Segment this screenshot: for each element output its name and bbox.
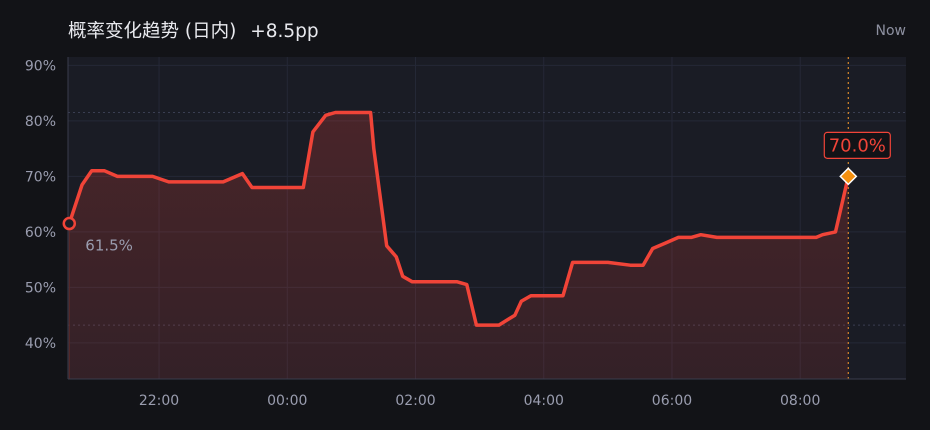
x-tick-label: 02:00 [395, 393, 435, 409]
series-line [67, 110, 851, 327]
y-tick-label: 80% [25, 114, 56, 130]
start-marker [62, 216, 77, 231]
series-line-group [67, 110, 851, 327]
y-tick-label: 70% [25, 169, 56, 185]
x-tick-label: 00:00 [267, 393, 307, 409]
x-tick-label: 22:00 [139, 393, 179, 409]
end-value-box [823, 131, 891, 159]
chart-title: 概率变化趋势 (日内) [68, 21, 237, 42]
area-fill [69, 112, 849, 379]
y-tick-label: 50% [25, 280, 56, 296]
end-value-label: 70.0% [829, 135, 886, 156]
x-tick-label: 04:00 [524, 393, 564, 409]
axes: 40% 50% 60% 70% 80% 90% 22:00 00:00 02:00 04:00 06… [25, 57, 906, 409]
start-value-label: 61.5% [85, 237, 133, 255]
x-tick-label: 08:00 [780, 393, 820, 409]
now-label: Now [875, 23, 907, 39]
x-tick-label: 06:00 [652, 393, 692, 409]
y-tick-label: 90% [25, 58, 56, 74]
markers: 61.5% 70.0% [62, 131, 891, 255]
end-marker [839, 167, 858, 186]
change-value: +8.5pp [250, 21, 319, 42]
y-tick-label: 60% [25, 225, 56, 241]
area-fill-group [68, 112, 849, 379]
chart-header: 概率变化趋势 (日内) +8.5pp [68, 18, 319, 46]
y-tick-label: 40% [25, 336, 56, 352]
